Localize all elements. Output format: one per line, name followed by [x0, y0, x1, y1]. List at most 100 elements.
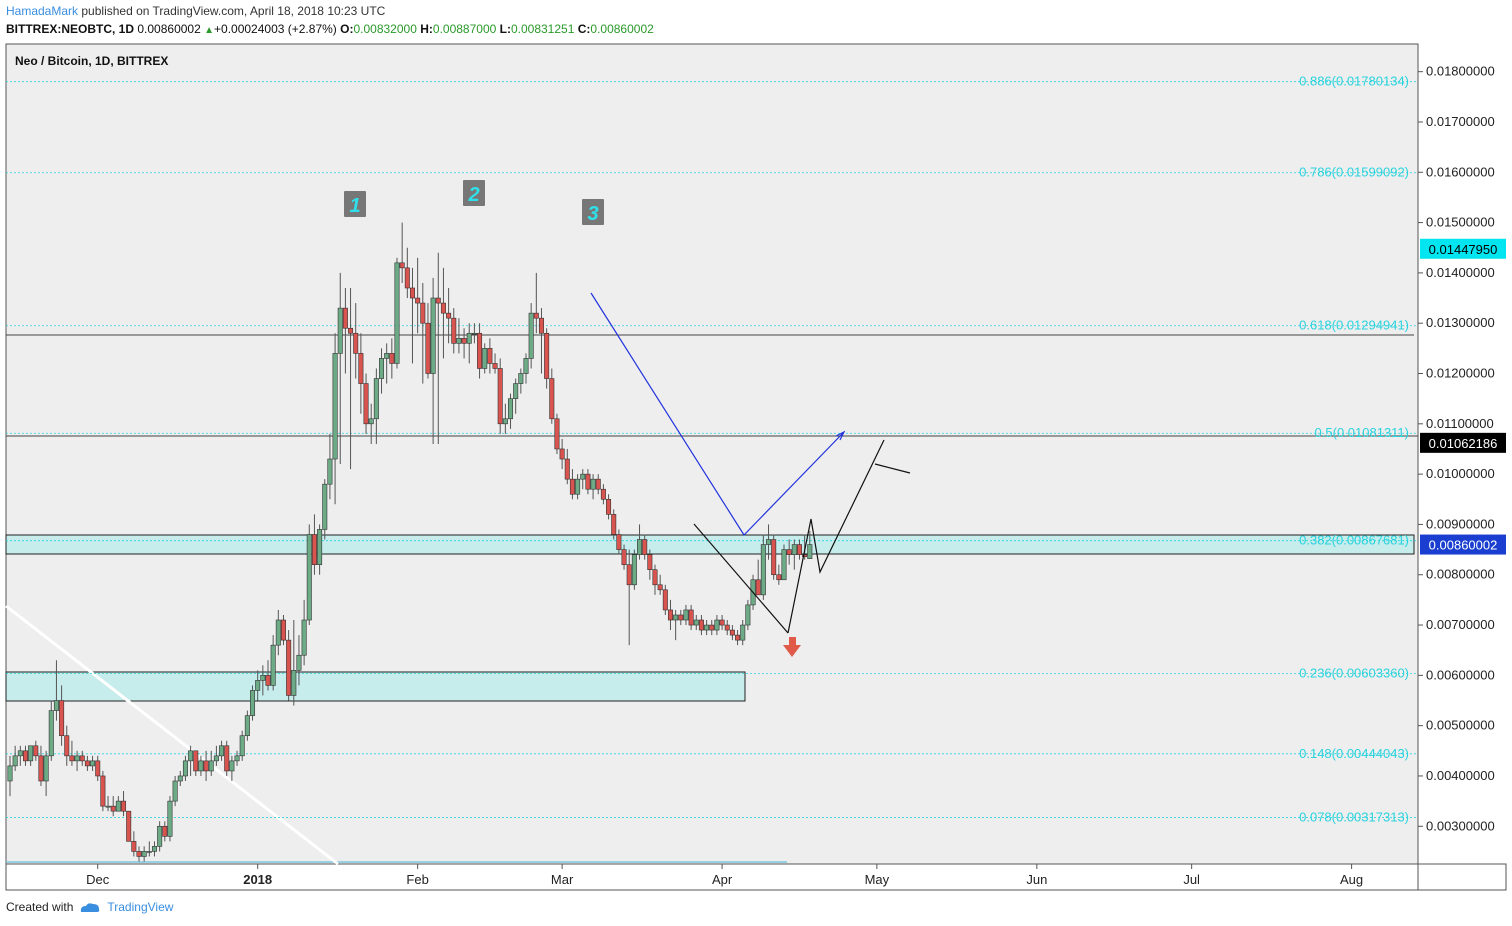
- y-tick-label: 0.00700000: [1426, 617, 1495, 632]
- candle-body: [157, 825, 163, 847]
- time-axis[interactable]: [5, 863, 1507, 891]
- candle-body: [745, 604, 751, 626]
- x-tick-label: 2018: [243, 872, 272, 887]
- candle-body: [611, 514, 617, 535]
- price-change: +0.00024003 (+2.87%): [214, 22, 337, 36]
- high-value: 0.00887000: [432, 22, 497, 36]
- trend-line: [5, 604, 339, 866]
- candle-body: [79, 755, 85, 762]
- candle-body: [59, 700, 65, 737]
- candle-body: [621, 549, 627, 565]
- y-tick-label: 0.01000000: [1426, 466, 1495, 481]
- y-tick-label: 0.00500000: [1426, 718, 1495, 733]
- wave-label: 2: [467, 184, 479, 206]
- candle-body: [590, 478, 596, 490]
- candle-body: [683, 609, 689, 621]
- candle-body: [740, 624, 746, 641]
- candle-body: [549, 378, 555, 420]
- created-with-text: Created with: [6, 900, 74, 914]
- low-label: L:: [499, 22, 511, 36]
- wave-label-box: [582, 199, 604, 225]
- wave-label-box: [344, 191, 366, 217]
- candle-body: [7, 765, 13, 782]
- y-tick-label: 0.00600000: [1426, 667, 1495, 682]
- low-value: 0.00831251: [510, 22, 575, 36]
- candle-body: [151, 846, 157, 852]
- candle-body: [564, 458, 570, 480]
- candle-body: [760, 544, 766, 596]
- tradingview-link[interactable]: TradingView: [107, 900, 174, 914]
- y-tick-label: 0.00400000: [1426, 768, 1495, 783]
- ohlc-legend: BITTREX:NEOBTC, 1D 0.00860002 ▲+0.000240…: [6, 22, 654, 36]
- candle-body: [544, 332, 550, 379]
- candle-body: [363, 383, 369, 425]
- candle-body: [755, 579, 761, 596]
- candle-body: [270, 644, 276, 686]
- projection-path: [590, 292, 845, 536]
- candle-body: [394, 262, 400, 364]
- candle-body: [219, 745, 225, 757]
- candle-body: [131, 841, 137, 852]
- candle-body: [146, 851, 152, 853]
- published-text: published on TradingView.com, April 18, …: [81, 4, 386, 18]
- candle-body: [471, 332, 477, 335]
- plot-area[interactable]: [5, 43, 1419, 865]
- candle-body: [275, 619, 281, 646]
- candle-body: [229, 760, 235, 772]
- y-tick-label: 0.00300000: [1426, 818, 1495, 833]
- fib-level-label: 0.618(0.01294941): [1299, 318, 1409, 333]
- candle-body: [265, 675, 271, 686]
- author-link[interactable]: HamadaMark: [6, 4, 79, 18]
- candle-body: [461, 337, 467, 344]
- candle-body: [193, 750, 199, 772]
- candle-body: [33, 745, 39, 757]
- candle-body: [781, 549, 787, 581]
- candle-body: [384, 353, 390, 359]
- candle-body: [74, 755, 80, 762]
- chart-title: Neo / Bitcoin, 1D, BITTREX: [15, 54, 168, 68]
- candle-body: [353, 332, 359, 354]
- tradingview-cloud-icon: [81, 903, 100, 912]
- candle-body: [28, 745, 34, 762]
- candle-body: [172, 780, 178, 802]
- candle-body: [291, 670, 297, 696]
- candle-body: [177, 775, 183, 782]
- candle-body: [435, 297, 441, 304]
- x-tick-label: Jun: [1026, 872, 1047, 887]
- x-tick-label: Aug: [1340, 872, 1363, 887]
- fib-level-label: 0.5(0.01081311): [1315, 425, 1409, 440]
- y-tick-label: 0.00800000: [1426, 567, 1495, 582]
- candle-body: [776, 574, 782, 581]
- close-label: C:: [577, 22, 591, 36]
- candle-body: [533, 312, 539, 319]
- candle-body: [667, 609, 673, 621]
- x-tick-label: Apr: [712, 872, 733, 887]
- candle-body: [451, 317, 457, 344]
- candle-body: [647, 554, 653, 571]
- candle-body: [38, 755, 44, 782]
- y-tick-label: 0.01300000: [1426, 315, 1495, 330]
- candle-body: [796, 544, 802, 555]
- fib-level-label: 0.382(0.00867681): [1299, 533, 1409, 548]
- candle-body: [569, 478, 575, 495]
- candle-body: [688, 609, 694, 626]
- price-axis[interactable]: [1418, 44, 1506, 864]
- price-tag-label: 0.01062186: [1429, 436, 1498, 451]
- candle-body: [652, 569, 658, 586]
- candle-body: [389, 353, 395, 364]
- candle-body: [802, 554, 808, 557]
- candle-body: [430, 297, 436, 374]
- candle-body: [626, 564, 632, 586]
- candle-body: [53, 700, 59, 711]
- candle-body: [693, 619, 699, 626]
- candle-body: [735, 634, 741, 641]
- y-tick-label: 0.01400000: [1426, 265, 1495, 280]
- candle-body: [409, 287, 415, 299]
- candle-body: [538, 317, 544, 334]
- candle-body: [368, 418, 374, 425]
- wave-label: 1: [349, 195, 360, 217]
- candle-body: [709, 624, 715, 631]
- pattern-line: [787, 439, 885, 634]
- candle-body: [239, 735, 245, 757]
